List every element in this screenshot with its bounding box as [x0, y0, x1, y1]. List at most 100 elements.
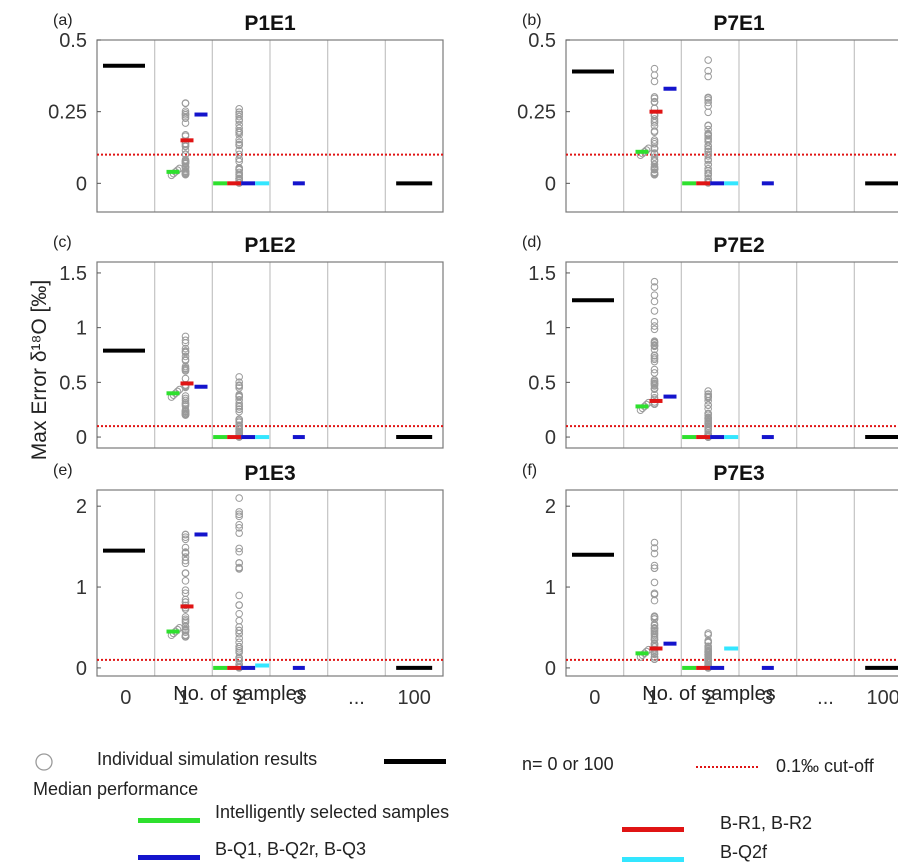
panel-1-sim-point — [235, 112, 243, 121]
panel-4-sim-point — [650, 297, 659, 306]
panel-5-sim-point — [235, 520, 243, 529]
panel-2-sim-point — [704, 108, 712, 117]
panel-3-sim-point — [235, 378, 243, 387]
panel-5-sim-point — [181, 556, 190, 565]
panel-4-title: P7E2 — [713, 234, 764, 257]
panel-2-sim-point — [704, 156, 712, 165]
x-axis-label-left: No. of samples — [173, 683, 306, 705]
panel-5-sim-point — [235, 591, 243, 600]
panel-4-sim-point — [650, 376, 659, 384]
panel-5-sim-point — [181, 530, 190, 539]
legend-cyan-line — [622, 857, 684, 862]
panel-1-ytick-label: 0 — [76, 173, 87, 195]
panel-5-sim-point — [181, 533, 190, 541]
panel-5-sim-point — [235, 601, 243, 609]
panel-2-sim-point — [650, 98, 659, 107]
panel-2-sim-point — [704, 125, 712, 134]
panel-4-sim-point — [650, 354, 659, 362]
panel-6-sim-point — [650, 578, 659, 587]
panel-5-xtick-label: 0 — [120, 687, 131, 709]
legend-median-title: Median performance — [33, 779, 199, 799]
panel-1-sim-point — [235, 141, 243, 150]
panel-2-sim-point — [650, 160, 659, 169]
panel-5-sim-point — [235, 626, 243, 635]
panel-5-ytick-label: 1 — [76, 577, 87, 599]
panel-2-ytick-label: 0.5 — [528, 30, 556, 52]
legend-individual-label: Individual simulation results — [97, 749, 318, 769]
panel-2-sim-point — [650, 64, 659, 73]
panel-6-xtick-label: 0 — [589, 687, 600, 709]
panel-5-sim-point — [235, 563, 243, 572]
panel-5-xtick-label: 100 — [397, 687, 430, 709]
panel-3-sim-point — [181, 348, 190, 357]
panel-1-sim-point — [235, 127, 243, 135]
panel-3-sim-point — [181, 400, 190, 409]
panel-3-sim-point — [181, 332, 190, 341]
legend-cutoff-line — [696, 766, 758, 768]
panel-1-ytick-label: 0.5 — [59, 30, 87, 52]
panel-4-sim-point — [704, 401, 712, 409]
panel-1-sim-point — [235, 155, 243, 163]
panel-1-sim-point — [235, 135, 243, 144]
panel-2-sim-point — [650, 93, 659, 101]
panel-1-sim-point — [235, 110, 243, 119]
panel-4-sim-point — [650, 345, 659, 354]
panel-4-sim-point — [650, 382, 659, 390]
panel-2-sim-point — [650, 153, 659, 161]
panel-6-sim-point — [650, 655, 659, 663]
panel-4-sim-point — [704, 420, 712, 429]
panel-4-sim-point — [650, 283, 659, 291]
panel-1-sim-point — [181, 111, 190, 119]
panel-1-sim-point — [235, 138, 243, 147]
panel-1-sim-point — [181, 163, 190, 172]
panel-2-ytick-label: 0.25 — [517, 102, 556, 124]
panel-3-sim-point — [181, 374, 190, 383]
panel-1-sim-point — [235, 124, 243, 132]
panel-6-ytick-label: 1 — [545, 577, 556, 599]
panel-4-sim-point — [650, 317, 659, 326]
panel-5-xtick-label: 3 — [293, 687, 304, 709]
panel-3-ytick-label: 1.5 — [59, 263, 87, 285]
panel-5-sim-point — [235, 559, 243, 567]
panel-3-sim-point — [181, 344, 190, 353]
panel-6-title: P7E3 — [713, 462, 764, 485]
panel-2-sim-point — [704, 98, 712, 107]
panel-6-sim-point — [650, 561, 659, 570]
panel-5-sim-point — [181, 628, 190, 637]
panel-6-frame — [565, 489, 898, 677]
panel-3-sim-point — [181, 405, 190, 414]
legend-bq2f-label: B-Q2f — [720, 842, 768, 862]
panel-3-sim-point — [181, 362, 190, 371]
panel-4-sim-point — [650, 341, 659, 349]
panel-1-sim-point — [235, 150, 243, 159]
legend-red-line — [622, 827, 684, 832]
panel-3-sim-point — [181, 356, 190, 365]
panel-2-title: P7E1 — [713, 12, 765, 35]
panel-3-title: P1E2 — [244, 234, 295, 257]
panel-1-sim-point — [181, 157, 190, 166]
panel-6-sim-point — [650, 630, 659, 638]
panel-3-sim-point — [235, 427, 243, 436]
panel-5-sim-point — [235, 508, 243, 516]
panel-5-sim-point — [181, 586, 190, 594]
legend-bq-label: B-Q1, B-Q2r, B-Q3 — [215, 839, 367, 859]
panel-6-sim-point — [704, 647, 712, 656]
panel-2-sim-point — [650, 71, 659, 79]
panel-5-sim-point — [181, 569, 190, 577]
panel-5-sim-point — [235, 638, 243, 647]
panel-5-sim-point — [181, 548, 190, 556]
panel-6-sim-point — [650, 620, 659, 628]
panel-5-sim-point — [235, 642, 243, 651]
panel-5-sim-point — [181, 613, 190, 621]
panel-5-sim-point — [181, 617, 190, 625]
panel-1-sim-point — [181, 114, 190, 123]
panel-2-sim-point — [650, 139, 659, 148]
panel-5-sim-point — [235, 648, 243, 657]
panel-4-sim-point — [650, 307, 659, 315]
panel-4-sim-point — [650, 291, 659, 299]
panel-3-sim-point — [235, 421, 243, 430]
panel-5-sim-point — [235, 629, 243, 638]
panel-6-sim-point — [704, 638, 712, 647]
panel-6-sim-point — [650, 653, 659, 661]
panel-4-ytick-label: 1.5 — [528, 263, 556, 285]
